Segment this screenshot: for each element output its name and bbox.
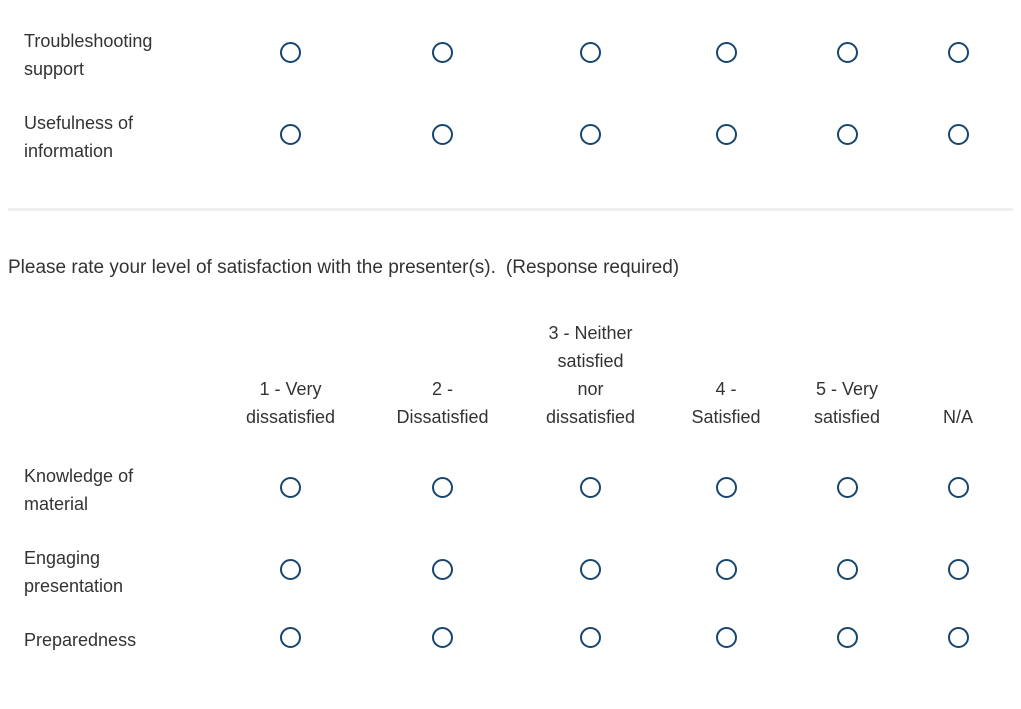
row-label-usefulness-of-information: Usefulness of information — [24, 113, 134, 161]
radio-preparedness-option-4[interactable] — [715, 627, 737, 648]
radio-usefulness-of-information-option-1[interactable] — [280, 124, 301, 145]
matrix-top-partial: Troubleshooting support Usefulness of inf… — [8, 14, 1012, 178]
option-cell — [366, 531, 519, 613]
radio-knowledge-of-material-option-3[interactable] — [580, 477, 601, 498]
option-cell — [519, 449, 662, 531]
option-cell — [662, 96, 790, 178]
radio-troubleshooting-support-option-5[interactable] — [836, 42, 858, 63]
option-cell — [215, 96, 366, 178]
option-cell — [366, 449, 519, 531]
option-cell — [519, 531, 662, 613]
section-divider — [8, 208, 1013, 211]
row-label-engaging-presentation: Engaging presentation — [24, 548, 124, 596]
radio-troubleshooting-support-option-6[interactable] — [947, 42, 969, 63]
row-label-preparedness: Preparedness — [24, 630, 137, 650]
row-label-troubleshooting-support: Troubleshooting support — [24, 31, 153, 79]
radio-engaging-presentation-option-5[interactable] — [836, 559, 858, 580]
response-required-note: (Response required) — [505, 257, 680, 278]
option-cell — [366, 14, 519, 96]
option-cell — [790, 613, 904, 667]
radio-engaging-presentation-option-2[interactable] — [432, 559, 453, 580]
radio-preparedness-option-3[interactable] — [580, 627, 601, 648]
matrix-row-knowledge-of-material: Knowledge of material — [8, 449, 1012, 531]
option-cell — [904, 613, 1012, 667]
matrix-row-engaging-presentation: Engaging presentation — [8, 531, 1012, 613]
option-cell — [904, 531, 1012, 613]
option-cell — [366, 96, 519, 178]
radio-knowledge-of-material-option-5[interactable] — [836, 477, 858, 498]
matrix-row-usefulness-of-information: Usefulness of information — [8, 96, 1012, 178]
radio-knowledge-of-material-option-2[interactable] — [432, 477, 453, 498]
radio-troubleshooting-support-option-2[interactable] — [432, 42, 453, 63]
option-cell — [215, 531, 366, 613]
option-cell — [662, 531, 790, 613]
option-cell — [662, 449, 790, 531]
option-cell — [519, 14, 662, 96]
radio-engaging-presentation-option-6[interactable] — [947, 559, 969, 580]
radio-engaging-presentation-option-1[interactable] — [280, 559, 301, 580]
radio-usefulness-of-information-option-2[interactable] — [432, 124, 453, 145]
matrix-corner-cell — [8, 319, 215, 449]
radio-usefulness-of-information-option-5[interactable] — [836, 124, 858, 145]
option-cell — [215, 14, 366, 96]
matrix-header-row: 1 - Very dissatisfied 2 - Dissatisfied 3 -… — [8, 319, 1012, 449]
column-header-n-a: N/A — [942, 407, 973, 427]
column-header-2-dissatisfied: 2 - Dissatisfied — [396, 379, 489, 427]
radio-preparedness-option-1[interactable] — [280, 627, 301, 648]
option-cell — [519, 96, 662, 178]
option-cell — [904, 449, 1012, 531]
radio-preparedness-option-2[interactable] — [432, 627, 453, 648]
column-header-4-satisfied: 4 - Satisfied — [691, 379, 761, 427]
radio-engaging-presentation-option-4[interactable] — [715, 559, 737, 580]
option-cell — [790, 96, 904, 178]
radio-troubleshooting-support-option-3[interactable] — [580, 42, 601, 63]
radio-knowledge-of-material-option-6[interactable] — [947, 477, 969, 498]
radio-usefulness-of-information-option-6[interactable] — [947, 124, 969, 145]
column-header-3-neither-satisfied-nor-dissatisfied: 3 - Neither satisfied nor dissatisfied — [545, 323, 636, 427]
option-cell — [790, 14, 904, 96]
radio-usefulness-of-information-option-3[interactable] — [580, 124, 601, 145]
radio-knowledge-of-material-option-1[interactable] — [280, 477, 301, 498]
question-title: Please rate your level of satisfaction w… — [8, 253, 1013, 283]
radio-preparedness-option-6[interactable] — [947, 627, 969, 648]
option-cell — [366, 613, 519, 667]
option-cell — [662, 14, 790, 96]
radio-troubleshooting-support-option-4[interactable] — [715, 42, 737, 63]
option-cell — [904, 96, 1012, 178]
matrix-row-troubleshooting-support: Troubleshooting support — [8, 14, 1012, 96]
radio-usefulness-of-information-option-4[interactable] — [715, 124, 737, 145]
matrix-row-preparedness: Preparedness — [8, 613, 1012, 667]
radio-knowledge-of-material-option-4[interactable] — [715, 477, 737, 498]
radio-troubleshooting-support-option-1[interactable] — [280, 42, 301, 63]
option-cell — [519, 613, 662, 667]
column-header-5-very-satisfied: 5 - Very satisfied — [813, 379, 881, 427]
radio-engaging-presentation-option-3[interactable] — [580, 559, 601, 580]
radio-preparedness-option-5[interactable] — [836, 627, 858, 648]
matrix-presenters: 1 - Very dissatisfied 2 - Dissatisfied 3 -… — [8, 319, 1012, 667]
question-text: Please rate your level of satisfaction w… — [8, 257, 496, 278]
option-cell — [790, 449, 904, 531]
option-cell — [790, 531, 904, 613]
row-label-knowledge-of-material: Knowledge of material — [24, 466, 134, 514]
option-cell — [662, 613, 790, 667]
column-header-1-very-dissatisfied: 1 - Very dissatisfied — [245, 379, 336, 427]
option-cell — [215, 449, 366, 531]
option-cell — [215, 613, 366, 667]
option-cell — [904, 14, 1012, 96]
